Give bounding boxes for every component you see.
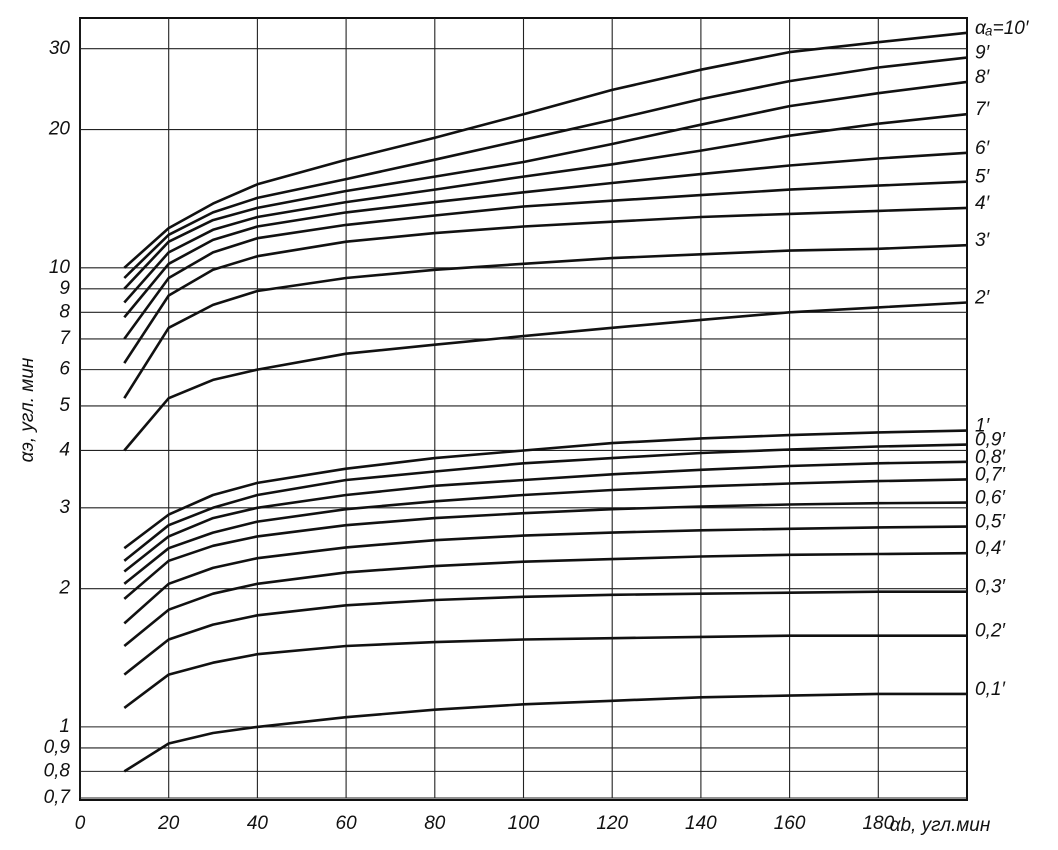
y-tick-label: 0,7 bbox=[44, 787, 72, 808]
curve bbox=[123, 590, 967, 676]
curve-label: 2′ bbox=[974, 288, 991, 309]
curve bbox=[123, 551, 968, 648]
curve bbox=[123, 243, 968, 399]
curve-label: 0,6′ bbox=[975, 488, 1006, 509]
curve-label: 7′ bbox=[975, 99, 991, 120]
curve-label: 1′ bbox=[975, 416, 991, 437]
curve-label: 0,7′ bbox=[975, 464, 1006, 485]
x-tick-label: 180 bbox=[862, 813, 894, 834]
x-axis-label: αb, угл.мин bbox=[890, 815, 991, 836]
curve-label: 0,9′ bbox=[975, 430, 1006, 451]
y-tick-label: 10 bbox=[49, 257, 71, 278]
y-axis-label: αэ, угл. мин bbox=[17, 357, 38, 462]
y-tick-label: 8 bbox=[59, 301, 70, 322]
x-tick-label: 120 bbox=[596, 813, 628, 834]
curve bbox=[123, 301, 968, 452]
y-tick-label: 30 bbox=[49, 38, 71, 59]
y-tick-label: 6 bbox=[59, 359, 70, 380]
x-tick-label: 100 bbox=[508, 813, 540, 834]
curve bbox=[123, 112, 968, 304]
curve bbox=[123, 151, 968, 319]
x-tick-label: 160 bbox=[774, 813, 806, 834]
y-tick-label: 20 bbox=[48, 119, 71, 140]
curve-label: 4′ bbox=[975, 193, 991, 214]
curve bbox=[123, 501, 968, 600]
x-tick-label: 60 bbox=[336, 813, 358, 834]
curve bbox=[123, 180, 968, 340]
x-tick-label: 0 bbox=[75, 813, 86, 834]
curve bbox=[123, 692, 967, 773]
curve bbox=[123, 478, 968, 585]
curve bbox=[123, 443, 968, 562]
curve-label: 8′ bbox=[975, 67, 991, 88]
curve bbox=[123, 206, 968, 364]
curve-label: 0,1′ bbox=[975, 679, 1006, 700]
x-tick-label: 20 bbox=[157, 813, 180, 834]
curve bbox=[123, 634, 967, 709]
curve-label: 0,5′ bbox=[975, 512, 1006, 533]
curve bbox=[123, 525, 968, 625]
y-tick-label: 2 bbox=[58, 578, 70, 599]
curve bbox=[123, 80, 968, 290]
x-tick-label: 80 bbox=[424, 813, 446, 834]
y-tick-label: 0,9 bbox=[44, 737, 71, 758]
y-tick-label: 4 bbox=[59, 439, 70, 460]
curve-label: 3′ bbox=[975, 230, 991, 251]
curve-label: 0,8′ bbox=[975, 447, 1006, 468]
curve-label: 0,4′ bbox=[975, 538, 1006, 559]
x-tick-label: 40 bbox=[247, 813, 269, 834]
y-tick-label: 5 bbox=[59, 395, 70, 416]
curve-label: 5′ bbox=[975, 167, 991, 188]
y-tick-label: 3 bbox=[59, 497, 70, 518]
y-tick-label: 7 bbox=[59, 328, 71, 349]
curve-label: 6′ bbox=[975, 138, 991, 159]
curve bbox=[123, 31, 968, 269]
curve-label: 0,2′ bbox=[975, 621, 1006, 642]
x-tick-label: 140 bbox=[685, 813, 717, 834]
y-tick-label: 0,8 bbox=[44, 760, 71, 781]
curve-label: αₐ=10′ bbox=[975, 18, 1030, 39]
curve bbox=[123, 56, 968, 279]
curve-label: 0,3′ bbox=[975, 577, 1006, 598]
y-tick-label: 1 bbox=[59, 716, 70, 737]
curve bbox=[123, 429, 968, 550]
y-tick-label: 9 bbox=[59, 278, 70, 299]
curve-label: 9′ bbox=[975, 43, 991, 64]
curve bbox=[123, 460, 968, 573]
